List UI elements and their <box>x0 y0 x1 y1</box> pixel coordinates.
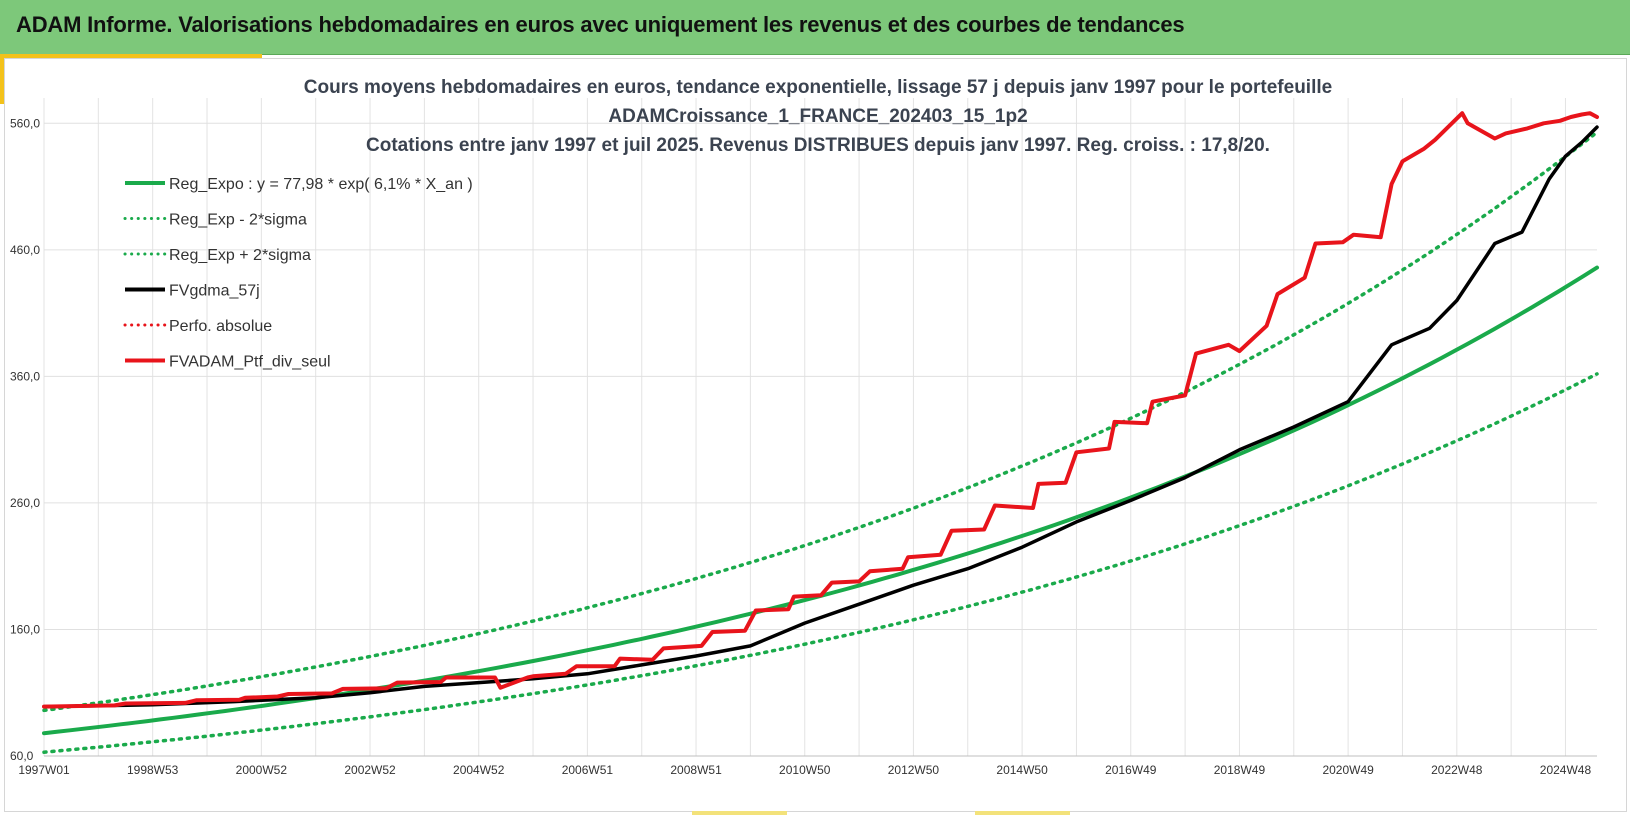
legend-label: Reg_Exp + 2*sigma <box>169 247 311 264</box>
x-tick-label: 2000W52 <box>236 763 288 777</box>
accent-bar-bottom-1 <box>692 811 787 815</box>
legend-label: Reg_Exp - 2*sigma <box>169 212 307 229</box>
series-layer <box>42 111 1599 754</box>
x-tick-label: 1997W01 <box>18 763 70 777</box>
x-tick-label: 2024W48 <box>1540 763 1592 777</box>
legend-label: Reg_Expo : y = 77,98 * exp( 6,1% * X_an … <box>169 176 473 193</box>
chart-title: Cours moyens hebdomadaires en euros, ten… <box>304 77 1332 156</box>
x-tick-label: 2014W50 <box>996 763 1048 777</box>
x-tick-label: 2012W50 <box>888 763 940 777</box>
accent-bar-bottom-2 <box>975 811 1070 815</box>
grid <box>43 98 1597 757</box>
title-banner: ADAM Informe. Valorisations hebdomadaire… <box>0 0 1630 55</box>
x-tick-label: 2006W51 <box>562 763 614 777</box>
x-tick-label: 2008W51 <box>670 763 722 777</box>
y-axis: 60,0 160,0 260,0 360,0 460,0 560,0 <box>10 116 40 763</box>
y-tick-label: 560,0 <box>10 116 40 130</box>
x-tick-label: 2004W52 <box>453 763 505 777</box>
y-tick-label: 260,0 <box>10 496 40 510</box>
series-fvgdma <box>42 125 1599 709</box>
series-fvadam <box>42 111 1599 709</box>
x-axis: 1997W01 1998W53 2000W52 2002W52 2004W52 2006W… <box>18 763 1591 777</box>
x-tick-label: 2018W49 <box>1214 763 1266 777</box>
chart-frame <box>4 58 1627 812</box>
y-tick-label: 360,0 <box>10 369 40 383</box>
chart-title-line-1: Cours moyens hebdomadaires en euros, ten… <box>304 77 1332 98</box>
x-tick-label: 2022W48 <box>1431 763 1483 777</box>
legend: Reg_Expo : y = 77,98 * exp( 6,1% * X_an … <box>123 176 473 371</box>
accent-bar-top <box>0 54 262 58</box>
series-reg-exp-minus <box>42 372 1599 754</box>
x-tick-label: 2016W49 <box>1105 763 1157 777</box>
accent-bar-left <box>0 54 4 104</box>
y-tick-label: 60,0 <box>10 749 34 763</box>
chart-title-line-2: ADAMCroissance_1_FRANCE_202403_15_1p2 <box>608 106 1027 127</box>
banner-title: ADAM Informe. Valorisations hebdomadaire… <box>16 12 1185 37</box>
y-tick-label: 460,0 <box>10 243 40 257</box>
legend-label: FVgdma_57j <box>169 283 260 300</box>
y-tick-label: 160,0 <box>10 622 40 636</box>
chart-title-line-3: Cotations entre janv 1997 et juil 2025. … <box>366 135 1270 156</box>
legend-label: Perfo. absolue <box>169 318 272 335</box>
x-tick-label: 2010W50 <box>779 763 831 777</box>
x-tick-label: 2020W49 <box>1322 763 1374 777</box>
x-tick-label: 1998W53 <box>127 763 179 777</box>
legend-label: FVADAM_Ptf_div_seul <box>169 354 331 371</box>
series-reg-expo <box>42 265 1599 736</box>
x-tick-label: 2002W52 <box>344 763 396 777</box>
